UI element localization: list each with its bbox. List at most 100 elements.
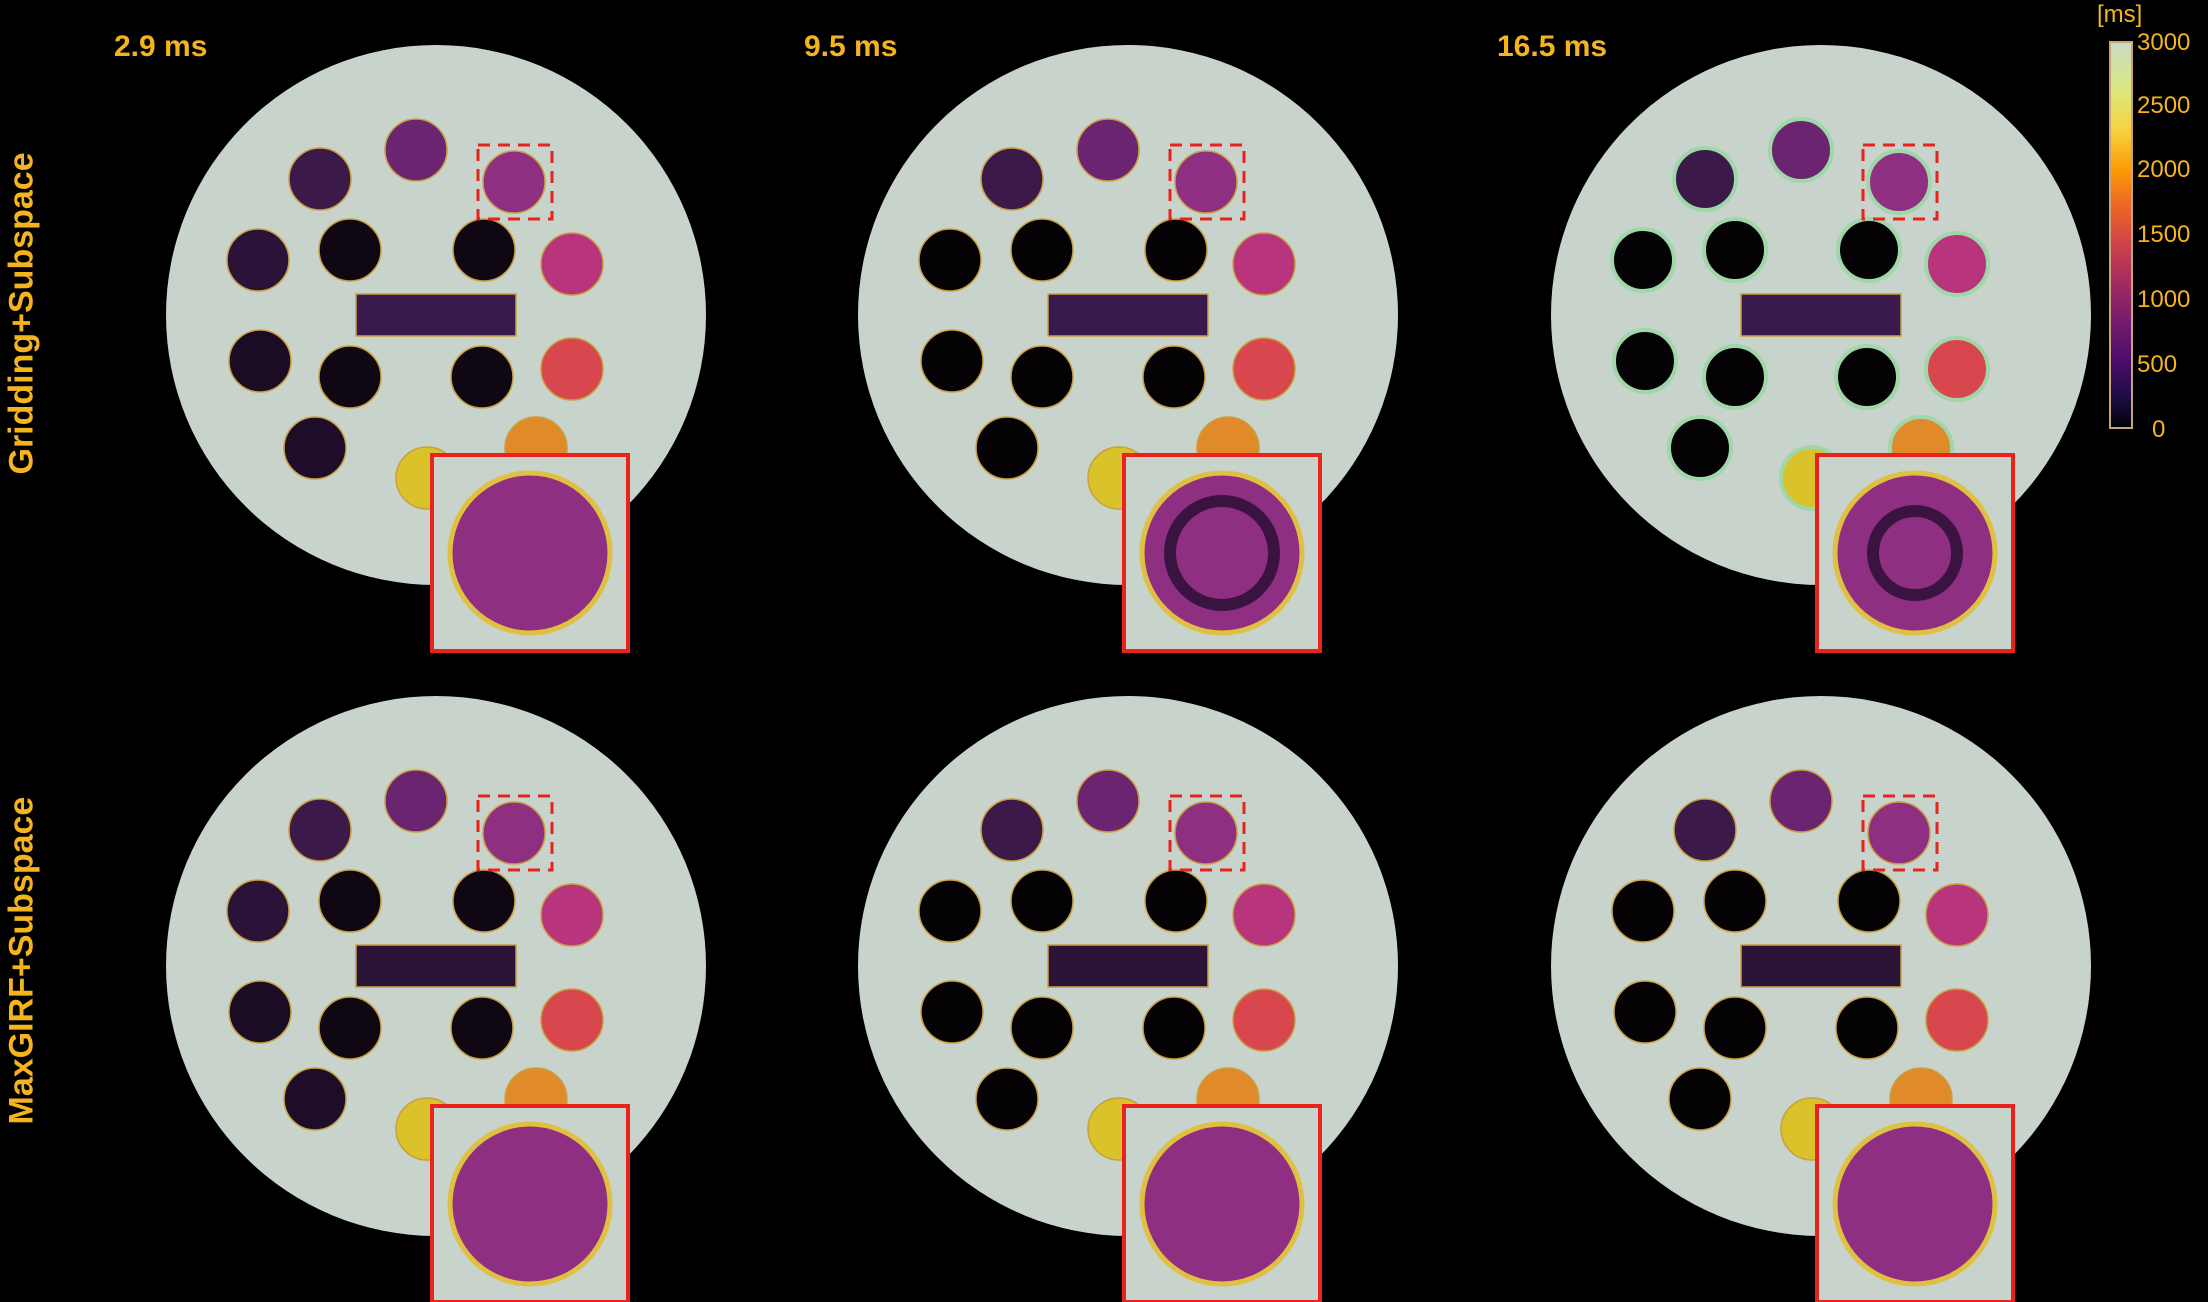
panel-r1-c1-center-insert: [355, 293, 517, 337]
panel-r1-c3-vial-6: [1836, 217, 1902, 283]
panel-r1-c3-vial-8: [1612, 328, 1678, 394]
panel-r2-c1-zoom-selection-box: [476, 794, 554, 872]
panel-r1-c2-vial-4: [918, 228, 982, 292]
panel-r2-c2-vial-9: [1010, 996, 1074, 1060]
panel-r2-c3-vial-10: [1835, 996, 1899, 1060]
panel-r1-c3-vial-9: [1702, 344, 1768, 410]
panel-r2-c3-zoom-selection-box: [1861, 794, 1939, 872]
colorbar-tick-0: 0: [2152, 416, 2166, 443]
colorbar-tick-500: 500: [2137, 351, 2178, 378]
colorbar-tick-1500: 1500: [2137, 221, 2191, 248]
colorbar-tick-2000: 2000: [2137, 156, 2191, 183]
panel-r1-c3-vial-3: [1866, 149, 1932, 215]
panel-r1-c2-vial-9: [1010, 345, 1074, 409]
panel-r2-c1-vial-8: [228, 980, 292, 1044]
panel-r1-c1-zoom-selection-box: [476, 143, 554, 221]
column-label-16-5ms: 16.5 ms: [1497, 30, 1608, 63]
panel-r1-c1-vial-12: [283, 416, 347, 480]
panel-r2-c1-vial-9: [318, 996, 382, 1060]
panel-r2-c2-vial-3: [1174, 801, 1238, 865]
panel-r1-c3-zoom-selection-box: [1861, 143, 1939, 221]
panel-r1-c3-center-insert: [1740, 293, 1902, 337]
panel-r2-c2-center-insert: [1047, 944, 1209, 988]
panel-r2-c1-vial-7: [540, 883, 604, 947]
panel-r1-c2-vial-12: [975, 416, 1039, 480]
column-label-9-5ms: 9.5 ms: [804, 30, 898, 63]
panel-r1-c2-zoom-ring-artifact: [1164, 495, 1280, 611]
panel-r2-c2-vial-12: [975, 1067, 1039, 1131]
panel-r2-c1-zoom-vial: [447, 1121, 613, 1287]
panel-r2-c3-vial-9: [1703, 996, 1767, 1060]
panel-r2-c1-vial-11: [540, 988, 604, 1052]
panel-r2-c2-vial-6: [1144, 869, 1208, 933]
panel-r2-c2-vial-1: [980, 798, 1044, 862]
panel-r1-c1-vial-5: [318, 218, 382, 282]
panel-r1-c1-vial-11: [540, 337, 604, 401]
panel-r1-c2-vial-10: [1142, 345, 1206, 409]
panel-r2-c3-vial-12: [1668, 1067, 1732, 1131]
panel-r1-c1-vial-7: [540, 232, 604, 296]
panel-r2-c3-vial-8: [1613, 980, 1677, 1044]
panel-r1-c3-vial-2: [1768, 117, 1834, 183]
panel-r2-c3-vial-5: [1703, 869, 1767, 933]
panel-r2-c2-zoom-selection-box: [1168, 794, 1246, 872]
panel-r2-c1-vial-12: [283, 1067, 347, 1131]
panel-r1-c1-vial-2: [384, 118, 448, 182]
panel-r1-c2-vial-11: [1232, 337, 1296, 401]
panel-r2-c1-vial-5: [318, 869, 382, 933]
panel-r1-c2-vial-6: [1144, 218, 1208, 282]
panel-r1-c3-vial-1: [1672, 146, 1738, 212]
panel-r2-c1-vial-10: [450, 996, 514, 1060]
panel-r1-c3-vial-12: [1667, 415, 1733, 481]
panel-r2-c3-zoom-vial: [1832, 1121, 1998, 1287]
panel-r2-c3-vial-11: [1925, 988, 1989, 1052]
panel-r2-c2-vial-2: [1076, 769, 1140, 833]
panel-r2-c1-vial-2: [384, 769, 448, 833]
panel-r2-c3-vial-3: [1867, 801, 1931, 865]
panel-r1-c1-zoom-vial: [447, 470, 613, 636]
panel-r1-c1-vial-10: [450, 345, 514, 409]
panel-r2-c2-vial-7: [1232, 883, 1296, 947]
colorbar-tick-1000: 1000: [2137, 286, 2191, 313]
panel-r1-c1-vial-1: [288, 147, 352, 211]
panel-r2-c2-vial-5: [1010, 869, 1074, 933]
panel-r2-c3-vial-1: [1673, 798, 1737, 862]
colorbar-tick-2500: 2500: [2137, 92, 2191, 119]
colorbar-unit: [ms]: [2097, 1, 2143, 28]
panel-r2-c3-center-insert: [1740, 944, 1902, 988]
panel-r2-c3-vial-7: [1925, 883, 1989, 947]
panel-r2-c2-vial-8: [920, 980, 984, 1044]
panel-r1-c3-vial-4: [1610, 227, 1676, 293]
panel-r1-c1-vial-9: [318, 345, 382, 409]
panel-r1-c2-vial-5: [1010, 218, 1074, 282]
panel-r2-c3-vial-4: [1611, 879, 1675, 943]
panel-r1-c3-vial-11: [1924, 336, 1990, 402]
panel-r1-c3-zoom-vial: [1832, 470, 1998, 636]
panel-r1-c2-vial-7: [1232, 232, 1296, 296]
panel-r2-c1-center-insert: [355, 944, 517, 988]
panel-r2-c1-vial-6: [452, 869, 516, 933]
panel-r2-c1-vial-3: [482, 801, 546, 865]
panel-r1-c2-vial-8: [920, 329, 984, 393]
panel-r2-c2-vial-10: [1142, 996, 1206, 1060]
column-label-2-9ms: 2.9 ms: [114, 30, 208, 63]
panel-r1-c2-zoom-selection-box: [1168, 143, 1246, 221]
panel-r2-c1-vial-1: [288, 798, 352, 862]
panel-r1-c3-vial-5: [1702, 217, 1768, 283]
panel-r1-c1-vial-3: [482, 150, 546, 214]
panel-r1-c2-vial-3: [1174, 150, 1238, 214]
panel-r2-c3-vial-2: [1769, 769, 1833, 833]
colorbar: [2109, 41, 2133, 429]
panel-r1-c3-vial-10: [1834, 344, 1900, 410]
panel-r1-c2-center-insert: [1047, 293, 1209, 337]
panel-r2-c2-zoom-vial: [1139, 1121, 1305, 1287]
panel-r1-c2-vial-1: [980, 147, 1044, 211]
panel-r2-c2-vial-4: [918, 879, 982, 943]
panel-r2-c1-vial-4: [226, 879, 290, 943]
panel-r2-c3-vial-6: [1837, 869, 1901, 933]
panel-r1-c1-vial-4: [226, 228, 290, 292]
colorbar-tick-3000: 3000: [2137, 29, 2191, 56]
panel-r1-c3-zoom-ring-artifact: [1867, 505, 1963, 601]
panel-r1-c1-vial-8: [228, 329, 292, 393]
panel-r1-c3-vial-7: [1924, 231, 1990, 297]
